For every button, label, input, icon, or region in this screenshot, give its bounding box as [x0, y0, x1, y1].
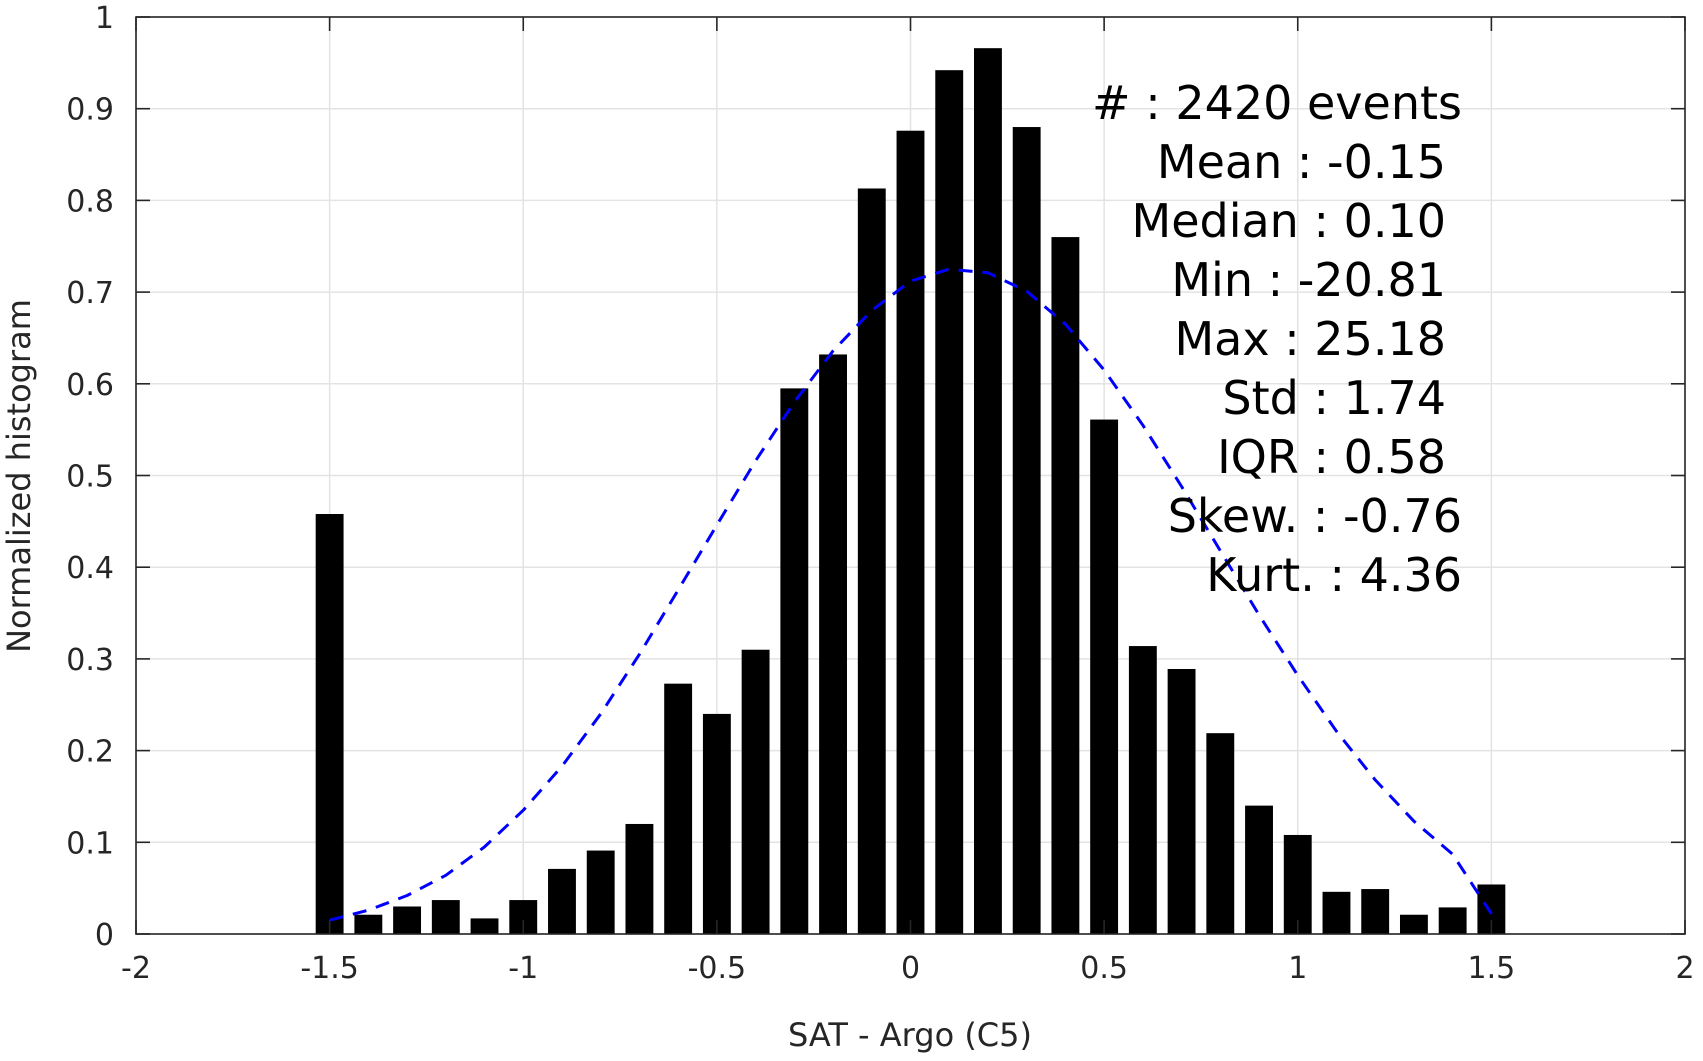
x-tick-label: -1	[508, 951, 538, 986]
histogram-bar	[974, 48, 1002, 935]
histogram-bar	[1283, 834, 1312, 934]
y-tick-label: 0.6	[66, 368, 114, 403]
histogram-bar	[857, 188, 886, 934]
histogram-bar	[741, 649, 770, 934]
y-tick-label: 0.7	[66, 276, 114, 311]
y-axis-label: Normalized histogram	[0, 299, 38, 653]
tick-labels: -2 -1.5 -1 -0.5 0 0.5 1 1.5 2 0 0.1 0.2 0.3 0.4 0.5 0.6…	[66, 1, 1694, 986]
histogram-bar	[1322, 891, 1351, 934]
histogram-bar	[1438, 907, 1467, 934]
histogram-bar	[1245, 805, 1273, 934]
y-tick-label: 0	[95, 918, 114, 953]
x-tick-label: 2	[1675, 951, 1694, 986]
x-tick-label: 0	[901, 951, 920, 986]
histogram-bar	[1051, 237, 1080, 934]
x-tick-label: -0.5	[688, 951, 747, 986]
histogram-bar	[548, 868, 576, 934]
x-tick-label: -2	[121, 951, 151, 986]
stats-line: Max : 25.18	[1174, 312, 1446, 366]
histogram-bar	[1090, 419, 1119, 934]
y-tick-label: 0.4	[66, 551, 114, 586]
y-tick-label: 0.2	[66, 735, 114, 770]
stats-line: Skew. : -0.76	[1168, 489, 1462, 543]
y-tick-label: 0.3	[66, 643, 114, 678]
histogram-bars	[315, 48, 1506, 935]
histogram-bar	[1167, 668, 1196, 934]
histogram-bar	[935, 70, 964, 935]
stats-line: Median : 0.10	[1132, 194, 1446, 248]
histogram-bar	[819, 354, 847, 934]
histogram-bar	[780, 388, 809, 934]
y-tick-label: 0.8	[66, 184, 114, 219]
histogram-bar	[1128, 646, 1157, 934]
histogram-bar	[470, 918, 499, 934]
y-tick-label: 0.9	[66, 93, 114, 128]
x-axis-label: SAT - Argo (C5)	[788, 1016, 1032, 1054]
normal-fit-curve	[329, 267, 1493, 922]
histogram-bar	[315, 514, 344, 934]
histogram-bar	[354, 914, 383, 934]
stats-line: Mean : -0.15	[1157, 135, 1446, 189]
histogram-bar	[896, 130, 925, 934]
x-tick-label: 1	[1288, 951, 1307, 986]
histogram-bar	[431, 900, 460, 934]
y-tick-label: 0.5	[66, 460, 114, 495]
histogram-bar	[664, 683, 693, 934]
stats-line: IQR : 0.58	[1217, 430, 1446, 484]
x-tick-label: 1.5	[1468, 951, 1516, 986]
histogram-bar	[702, 713, 731, 934]
histogram-bar	[393, 906, 422, 934]
histogram-bar	[586, 850, 615, 934]
stats-line: Std : 1.74	[1222, 371, 1446, 425]
axes	[135, 16, 1686, 935]
stats-line: # : 2420 events	[1092, 76, 1462, 130]
x-tick-label: -1.5	[300, 951, 359, 986]
fit-curve-layer	[329, 267, 1493, 922]
y-tick-label: 1	[95, 1, 114, 36]
histogram-bar	[1012, 127, 1041, 935]
histogram-bar	[625, 823, 654, 934]
y-tick-label: 0.1	[66, 826, 114, 861]
stats-line: Kurt. : 4.36	[1206, 548, 1462, 602]
histogram-bar	[1361, 889, 1390, 934]
stats-line: Min : -20.81	[1171, 253, 1446, 307]
x-tick-label: 0.5	[1080, 951, 1128, 986]
histogram-bar	[1399, 914, 1428, 934]
histogram-bar	[1206, 733, 1235, 934]
